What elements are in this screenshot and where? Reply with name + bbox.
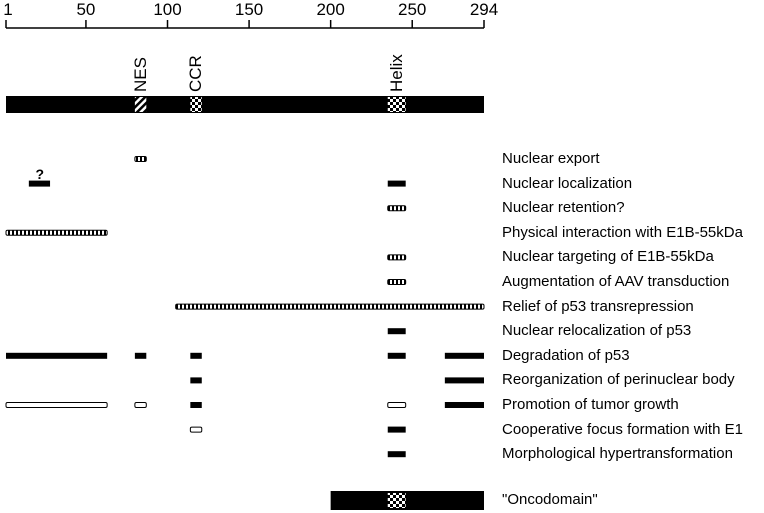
function-segment — [190, 352, 202, 359]
function-label: Promotion of tumor growth — [502, 396, 679, 413]
domain-blocks — [134, 97, 406, 112]
domain-block — [134, 97, 147, 112]
function-segment — [387, 328, 406, 335]
function-segment — [134, 402, 147, 408]
function-segment — [28, 180, 51, 187]
question-mark: ? — [35, 165, 44, 182]
function-segment — [387, 205, 407, 212]
function-label: Morphological hypertransformation — [502, 445, 733, 463]
function-segment — [189, 426, 203, 433]
function-label: Nuclear targeting of E1B-55kDa — [502, 248, 714, 266]
axis-tick-label: 100 — [153, 0, 182, 19]
function-segment — [444, 352, 484, 359]
oncodomain-bar — [330, 491, 484, 510]
function-segment — [387, 426, 406, 433]
function-segment — [387, 451, 406, 458]
function-segment — [134, 352, 147, 359]
axis-tick-label: 294 — [469, 0, 499, 19]
axis-tick-label: 150 — [234, 0, 264, 19]
function-label: Physical interaction with E1B-55kDa — [502, 223, 743, 241]
domain-block — [190, 97, 202, 112]
function-segment — [387, 402, 407, 408]
function-label: Degradation of p53 — [502, 346, 630, 364]
function-segment — [190, 377, 202, 384]
function-segment — [387, 279, 407, 285]
axis-tick-label: 50 — [76, 0, 96, 19]
domain-label: NES — [130, 57, 150, 92]
domain-label: Helix — [386, 54, 406, 92]
domain-block — [387, 97, 406, 112]
function-label: Nuclear relocalization of p53 — [502, 322, 692, 340]
function-segment — [387, 180, 406, 187]
function-segments — [5, 156, 485, 458]
function-segment — [444, 377, 484, 384]
function-segment — [6, 352, 108, 359]
function-label: Nuclear retention? — [502, 199, 625, 217]
function-segment — [444, 402, 484, 408]
function-label: Augmentation of AAV transduction — [502, 273, 730, 290]
function-segment — [134, 156, 147, 162]
function-label: Nuclear localization — [502, 174, 633, 192]
function-label: Cooperative focus formation with E1 — [502, 420, 743, 438]
protein-bar — [6, 96, 484, 113]
axis-tick-label: 250 — [398, 0, 427, 19]
function-segment — [190, 402, 202, 408]
function-segment — [175, 303, 485, 310]
function-segment — [5, 229, 108, 236]
axis-tick-label: 1 — [3, 0, 13, 19]
function-label: Reorganization of perinuclear body — [502, 371, 735, 389]
function-segment — [5, 402, 108, 408]
oncodomain-block — [330, 491, 484, 510]
oncodomain-label: "Oncodomain" — [502, 491, 598, 508]
function-label: Relief of p53 transrepression — [502, 297, 694, 315]
function-label: Nuclear export — [502, 150, 600, 167]
domain-label: CCR — [186, 55, 206, 92]
function-segment — [387, 254, 407, 261]
axis-ticks — [5, 20, 485, 28]
axis-tick-label: 200 — [316, 0, 345, 19]
oncodomain-pattern — [387, 493, 406, 508]
function-segment — [387, 352, 406, 359]
